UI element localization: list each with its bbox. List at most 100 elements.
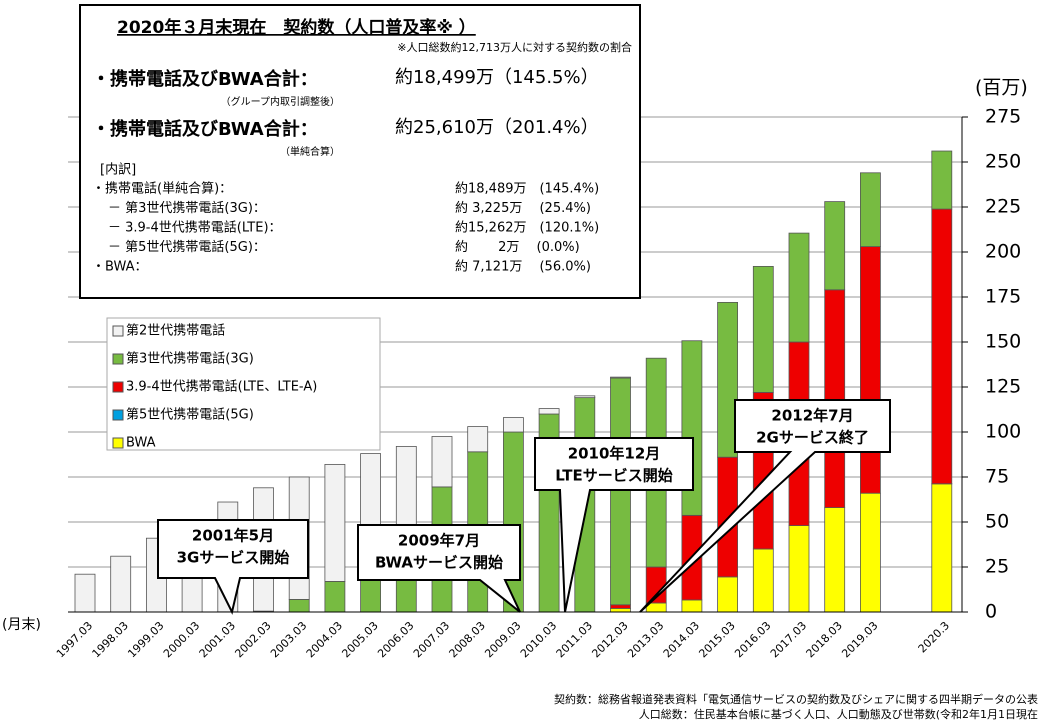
total-sub: （グループ内取引調整後） <box>221 95 340 108</box>
x-tick-label: 2018.03 <box>804 619 845 660</box>
unit-label: (百万) <box>975 77 1028 99</box>
bar-segment <box>110 555 132 613</box>
x-tick-label: 1997.03 <box>54 619 95 660</box>
info-box <box>79 4 641 299</box>
legend-box <box>106 317 381 451</box>
info-title: 2020年３月末現在 契約数（人口普及率※ ） <box>117 17 476 38</box>
x-tick-label: 2020.3 <box>916 619 952 655</box>
source-note: 契約数：総務省報道発表資料「電気通信サービスの契約数及びシェアに関する四半期デー… <box>554 692 1038 706</box>
breakdown-title: [内訳] <box>100 162 136 178</box>
bar-segment <box>538 408 560 415</box>
x-tick-label: 1999.03 <box>125 619 166 660</box>
bar-segment <box>610 377 631 606</box>
bar-segment <box>610 608 631 613</box>
bar-segment <box>502 417 524 433</box>
callout <box>357 524 521 613</box>
annotation-text: BWAサービス開始 <box>375 554 503 572</box>
bar-segment <box>931 208 953 485</box>
bar-segment <box>860 492 881 613</box>
breakdown-label: － 第5世代携帯電話(5G)： <box>108 239 266 255</box>
legend-label: 第2世代携帯電話 <box>126 323 225 339</box>
bar-segment <box>788 232 810 343</box>
x-tick-label: 2008.03 <box>447 619 488 660</box>
x-tick-label: 2014.03 <box>661 619 702 660</box>
bar-segment <box>788 525 810 613</box>
bar-segment <box>431 436 453 488</box>
bar-segment <box>717 576 738 613</box>
y-tick-label: 100 <box>985 421 1021 443</box>
bar-segment <box>467 426 489 453</box>
x-tick-label: 2015.03 <box>696 619 737 660</box>
bar-segment <box>860 246 881 494</box>
bar-segment <box>931 150 953 210</box>
breakdown-value: 約 2万 (0.0%) <box>455 240 580 255</box>
y-tick-label: 0 <box>985 601 997 623</box>
bar-segment <box>752 548 774 613</box>
x-tick-label: 1998.03 <box>90 619 131 660</box>
bar-segment <box>324 581 346 613</box>
info-note: ※人口総数約12,713万人に対する契約数の割合 <box>397 40 632 54</box>
bar-segment <box>931 483 953 613</box>
x-tick-label: 2013.03 <box>625 619 666 660</box>
legend-swatch <box>112 353 124 365</box>
total-value: 約25,610万（201.4%） <box>395 117 599 138</box>
bar-segment <box>824 201 846 291</box>
x-tick-label: 2011.03 <box>554 619 595 660</box>
y-tick-label: 75 <box>985 466 1009 488</box>
annotation-text: 2001年5月 <box>192 527 274 545</box>
callout <box>157 519 309 615</box>
annotation-text: 2009年7月 <box>398 532 480 550</box>
breakdown-label: － 第3世代携帯電話(3G)： <box>108 200 266 216</box>
legend-swatch <box>112 409 124 421</box>
breakdown-label: － 3.9-4世代携帯電話(LTE)： <box>108 220 282 236</box>
y-tick-label: 125 <box>985 376 1021 398</box>
bar-segment <box>74 573 96 613</box>
y-tick-label: 225 <box>985 196 1021 218</box>
annotation-text: 3Gサービス開始 <box>177 549 290 567</box>
y-tick-label: 150 <box>985 331 1021 353</box>
bar-segment <box>681 599 703 613</box>
callout <box>639 399 891 613</box>
annotation-text: 2010年12月 <box>568 445 661 463</box>
bar-segment <box>717 301 738 458</box>
annotation-text: 2012年7月 <box>771 407 853 425</box>
breakdown-value: 約 7,121万 (56.0%) <box>455 260 591 275</box>
legend-label: 第5世代携帯電話(5G) <box>126 407 254 423</box>
breakdown-value: 約15,262万 (120.1%) <box>455 221 599 236</box>
callout <box>534 437 694 613</box>
x-axis-label: (月末) <box>2 617 41 633</box>
legend-swatch <box>112 381 124 393</box>
y-tick-label: 250 <box>985 151 1021 173</box>
bar-segment <box>574 395 596 399</box>
x-tick-label: 2012.03 <box>589 619 630 660</box>
breakdown-value: 約18,489万 (145.4%) <box>455 182 599 197</box>
total-sub: （単純合算） <box>280 145 340 158</box>
legend-swatch <box>112 437 124 449</box>
source-note: 人口総数：住民基本台帳に基づく人口、人口動態及び世帯数(令和2年1月1日現在 <box>639 707 1038 721</box>
x-tick-label: 2002.03 <box>232 619 273 660</box>
legend-label: BWA <box>126 436 156 451</box>
total-value: 約18,499万（145.5%） <box>395 67 599 88</box>
total-label: ・携帯電話及びBWA合計： <box>92 118 318 140</box>
bar-segment <box>324 463 346 582</box>
x-tick-label: 2010.03 <box>518 619 559 660</box>
x-tick-label: 2007.03 <box>411 619 452 660</box>
x-tick-label: 2003.03 <box>268 619 309 660</box>
y-tick-label: 275 <box>985 106 1021 128</box>
bar-segment <box>752 265 774 393</box>
x-tick-label: 2017.03 <box>768 619 809 660</box>
bar-segment <box>610 604 631 609</box>
bar-segment <box>824 289 846 508</box>
bar-segment <box>288 599 310 613</box>
x-tick-label: 2019.03 <box>839 619 880 660</box>
x-tick-label: 2016.03 <box>732 619 773 660</box>
bar-segment <box>860 172 881 248</box>
y-tick-label: 175 <box>985 286 1021 308</box>
legend-label: 3.9-4世代携帯電話(LTE、LTE-A) <box>126 379 317 395</box>
x-tick-label: 2001.03 <box>197 619 238 660</box>
x-tick-label: 2006.03 <box>375 619 416 660</box>
y-tick-label: 200 <box>985 241 1021 263</box>
annotation-text: 2Gサービス終了 <box>756 429 869 447</box>
legend-label: 第3世代携帯電話(3G) <box>126 351 254 367</box>
